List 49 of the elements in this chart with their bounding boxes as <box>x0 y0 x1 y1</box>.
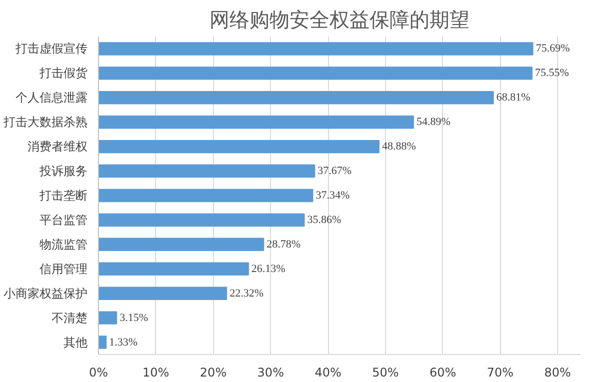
y-tick-label: 打击虚假宣传 <box>14 42 88 56</box>
y-tick-label: 物流监管 <box>40 237 88 252</box>
y-tick-label: 消费者维权 <box>28 140 88 154</box>
y-tick-label: 打击大数据杀熟 <box>2 115 88 130</box>
bar <box>98 238 264 252</box>
bar <box>98 286 228 300</box>
y-tick-label: 其他 <box>64 335 88 350</box>
y-tick-label: 平台监管 <box>40 212 88 227</box>
bar <box>98 116 414 129</box>
data-label: 28.78% <box>266 238 301 250</box>
data-label: 35.86% <box>307 214 342 226</box>
y-tick-label: 打击垄断 <box>38 188 88 202</box>
data-label: 22.32% <box>230 287 264 300</box>
data-label: 75.69% <box>536 42 570 55</box>
bar <box>98 213 305 227</box>
bar <box>98 66 533 80</box>
y-tick-label: 不清楚 <box>52 310 88 325</box>
x-tick-label: 80% <box>544 366 571 380</box>
bar <box>98 140 380 154</box>
y-tick-label: 信用管理 <box>40 262 88 276</box>
data-label: 3.15% <box>120 312 148 324</box>
x-tick-label: 70% <box>486 366 514 380</box>
data-label: 75.55% <box>535 67 569 80</box>
y-tick-label: 投诉服务 <box>38 164 88 178</box>
data-label: 26.13% <box>251 262 286 275</box>
data-label: 37.34% <box>316 190 350 202</box>
data-label: 68.81% <box>496 92 530 104</box>
bar <box>98 42 534 56</box>
bar <box>98 311 118 324</box>
x-tick-label: 60% <box>429 366 456 380</box>
data-label: 54.89% <box>416 116 450 128</box>
chart-title: 网络购物安全权益保障的期望 <box>210 8 470 32</box>
data-label: 48.88% <box>382 140 416 153</box>
bar <box>98 262 249 276</box>
y-tick-label: 个人信息泄露 <box>16 90 88 105</box>
y-tick-label: 打击假货 <box>38 66 88 80</box>
bar <box>98 91 494 104</box>
data-label: 37.67% <box>318 165 352 178</box>
x-tick-label: 40% <box>314 366 342 380</box>
data-label: 1.33% <box>109 336 138 348</box>
bar <box>98 336 107 349</box>
bar <box>98 188 314 202</box>
x-tick-label: 20% <box>200 366 227 380</box>
x-tick-label: 50% <box>372 366 399 380</box>
bar <box>98 164 316 178</box>
x-tick-label: 10% <box>142 366 170 380</box>
y-tick-label: 小商家权益保护 <box>4 286 88 300</box>
x-tick-label: 30% <box>257 366 284 380</box>
x-tick-label: 0% <box>88 366 108 380</box>
